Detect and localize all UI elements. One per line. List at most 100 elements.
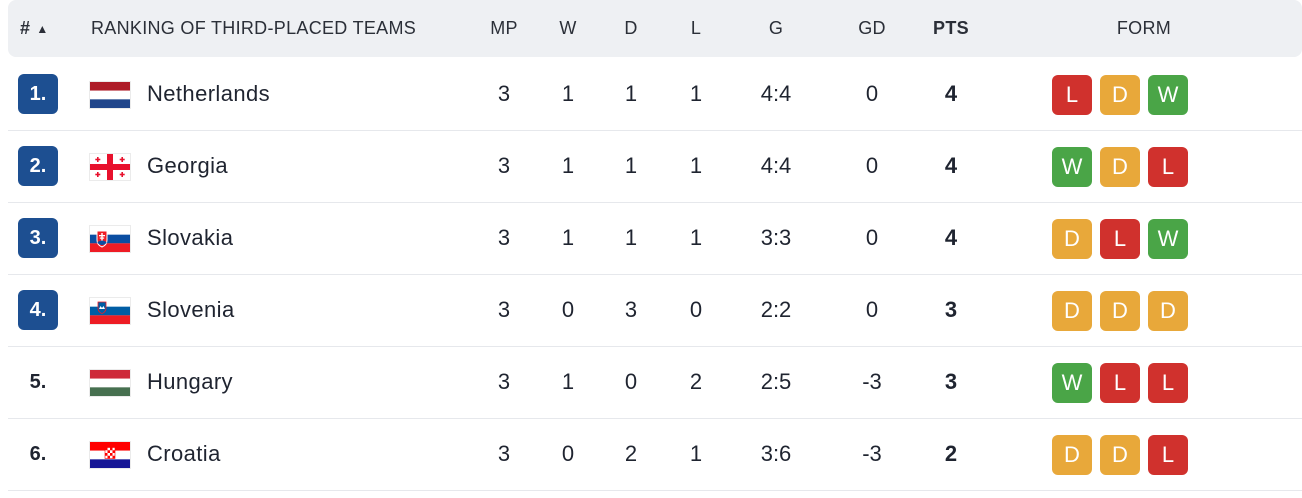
form-result-badge[interactable]: L xyxy=(1052,75,1092,115)
form-result-badge[interactable]: D xyxy=(1100,75,1140,115)
d-cell: 3 xyxy=(624,297,638,322)
g-cell: 4:4 xyxy=(760,81,792,106)
form-result-badge[interactable]: W xyxy=(1052,363,1092,403)
form-result-badge[interactable]: W xyxy=(1148,219,1188,259)
table-row[interactable]: 5. Hungary 3 1 0 2 2:5 -3 3 W L L xyxy=(8,346,1302,419)
w-cell: 1 xyxy=(561,369,575,394)
form-result-badge[interactable]: L xyxy=(1100,363,1140,403)
l-cell: 2 xyxy=(689,369,703,394)
l-cell: 1 xyxy=(689,441,703,466)
form-result-badge[interactable]: D xyxy=(1052,435,1092,475)
form-result-badge[interactable]: W xyxy=(1052,147,1092,187)
pts-cell: 3 xyxy=(944,297,958,322)
team-name-link[interactable]: Georgia xyxy=(147,153,229,178)
g-cell: 2:2 xyxy=(760,297,792,322)
d-column-header[interactable]: D xyxy=(624,18,638,38)
netherlands-flag-icon xyxy=(90,82,130,108)
team-name-link[interactable]: Slovenia xyxy=(147,297,235,322)
form-result-badge[interactable]: L xyxy=(1100,219,1140,259)
pts-cell: 4 xyxy=(944,225,958,250)
d-cell: 1 xyxy=(624,81,638,106)
gd-cell: 0 xyxy=(865,297,879,322)
gd-cell: 0 xyxy=(865,153,879,178)
team-column-header[interactable]: RANKING OF THIRD-PLACED TEAMS xyxy=(91,18,417,38)
pts-cell: 4 xyxy=(944,81,958,106)
rank-badge: 5. xyxy=(29,371,47,393)
table-row[interactable]: 4. Slovenia 3 0 3 0 2:2 0 3 D D D xyxy=(8,274,1302,347)
rank-column-header[interactable]: # ▲ xyxy=(20,0,70,57)
mp-cell: 3 xyxy=(497,81,511,106)
table-row[interactable]: 1. Netherlands 3 1 1 1 4:4 0 4 L D W xyxy=(8,58,1302,131)
rank-badge: 1. xyxy=(18,74,58,114)
w-column-header[interactable]: W xyxy=(559,18,577,38)
team-name-link[interactable]: Netherlands xyxy=(147,81,271,106)
l-column-header[interactable]: L xyxy=(690,18,702,38)
table-row[interactable]: 6. Croatia 3 0 2 1 3:6 -3 2 D D L xyxy=(8,418,1302,491)
pts-column-header[interactable]: PTS xyxy=(933,18,969,38)
mp-cell: 3 xyxy=(497,153,511,178)
gd-cell: -3 xyxy=(862,441,882,466)
w-cell: 1 xyxy=(561,225,575,250)
w-cell: 1 xyxy=(561,81,575,106)
rank-badge: 4. xyxy=(18,290,58,330)
d-cell: 2 xyxy=(624,441,638,466)
g-cell: 3:6 xyxy=(760,441,792,466)
mp-column-header[interactable]: MP xyxy=(490,18,518,38)
rank-badge: 6. xyxy=(29,443,47,465)
form-result-badge[interactable]: D xyxy=(1148,291,1188,331)
g-cell: 3:3 xyxy=(760,225,792,250)
l-cell: 1 xyxy=(689,225,703,250)
slovakia-flag-icon xyxy=(90,226,130,252)
form-result-badge[interactable]: L xyxy=(1148,363,1188,403)
team-name-link[interactable]: Slovakia xyxy=(147,225,234,250)
w-cell: 1 xyxy=(561,153,575,178)
mp-cell: 3 xyxy=(497,297,511,322)
rank-badge: 2. xyxy=(18,146,58,186)
croatia-flag-icon xyxy=(90,442,130,468)
g-column-header[interactable]: G xyxy=(768,18,784,38)
form-result-badge[interactable]: D xyxy=(1100,147,1140,187)
d-cell: 1 xyxy=(624,153,638,178)
l-cell: 1 xyxy=(689,153,703,178)
form-result-badge[interactable]: D xyxy=(1100,291,1140,331)
mp-cell: 3 xyxy=(497,369,511,394)
d-cell: 0 xyxy=(624,369,638,394)
gd-cell: -3 xyxy=(862,369,882,394)
team-name-link[interactable]: Hungary xyxy=(147,369,233,394)
georgia-flag-icon xyxy=(90,154,130,180)
d-cell: 1 xyxy=(624,225,638,250)
form-result-badge[interactable]: W xyxy=(1148,75,1188,115)
table-header: # ▲ RANKING OF THIRD-PLACED TEAMS MP W D … xyxy=(8,0,1302,57)
form-result-badge[interactable]: D xyxy=(1052,219,1092,259)
w-cell: 0 xyxy=(561,297,575,322)
table-row[interactable]: 3. Slovakia 3 1 1 1 3:3 0 4 D L W xyxy=(8,202,1302,275)
l-cell: 0 xyxy=(689,297,703,322)
mp-cell: 3 xyxy=(497,225,511,250)
g-cell: 2:5 xyxy=(760,369,792,394)
hungary-flag-icon xyxy=(90,370,130,396)
rank-header-label: # xyxy=(20,18,31,38)
pts-cell: 2 xyxy=(944,441,958,466)
slovenia-flag-icon xyxy=(90,298,130,324)
form-column-header: FORM xyxy=(1116,18,1172,38)
form-result-badge[interactable]: D xyxy=(1052,291,1092,331)
form-result-badge[interactable]: L xyxy=(1148,147,1188,187)
w-cell: 0 xyxy=(561,441,575,466)
team-name-link[interactable]: Croatia xyxy=(147,441,221,466)
gd-cell: 0 xyxy=(865,225,879,250)
form-result-badge[interactable]: D xyxy=(1100,435,1140,475)
table-row[interactable]: 2. Georgia 3 1 1 1 4:4 0 4 W D L xyxy=(8,130,1302,203)
g-cell: 4:4 xyxy=(760,153,792,178)
form-result-badge[interactable]: L xyxy=(1148,435,1188,475)
pts-cell: 4 xyxy=(944,153,958,178)
l-cell: 1 xyxy=(689,81,703,106)
gd-column-header[interactable]: GD xyxy=(858,18,886,38)
mp-cell: 3 xyxy=(497,441,511,466)
